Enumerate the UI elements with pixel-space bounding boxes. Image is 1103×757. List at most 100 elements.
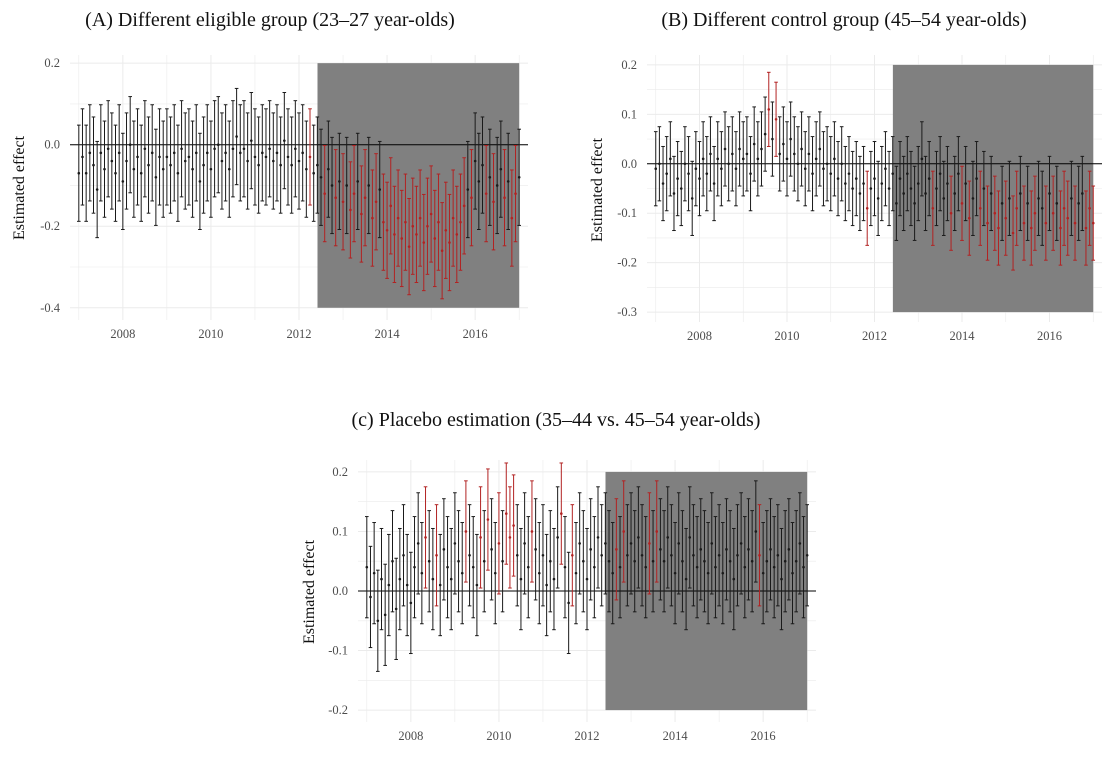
panel-c-point [589, 548, 592, 551]
panel-a-point [264, 155, 268, 159]
panel-a-x-tick-label: 2012 [287, 327, 312, 341]
panel-c-point [688, 536, 692, 539]
panel-a-point [462, 204, 466, 208]
panel-b-point [946, 182, 949, 185]
panel-b-point [1081, 192, 1084, 195]
panel-b-point [785, 157, 789, 161]
panel-a: (A) Different eligible group (23–27 year… [11, 9, 528, 341]
panel-b-point [880, 182, 884, 185]
panel-c-point [549, 559, 552, 563]
panel-a-point [132, 167, 136, 171]
panel-c-point [471, 565, 475, 569]
panel-b-point [1033, 211, 1037, 215]
panel-c-point [640, 553, 644, 557]
panel-b-point [975, 177, 978, 180]
panel-c-point [585, 577, 589, 581]
panel-b-point [931, 206, 935, 210]
panel-b-point [771, 137, 774, 141]
panel-b-point [694, 167, 698, 171]
panel-b-point [913, 202, 916, 205]
panel-b-x-tick-label: 2008 [687, 329, 712, 343]
panel-b-point [731, 152, 734, 156]
panel-b-point [858, 192, 862, 195]
panel-a-point [495, 184, 499, 187]
panel-b-points [654, 108, 1095, 235]
panel-c-point [728, 559, 732, 563]
panel-c-point [633, 559, 637, 563]
panel-b-point [1048, 192, 1051, 195]
panel-c-point [560, 512, 563, 515]
panel-c-y-ticks: -0.2 -0.1 0.0 0.1 0.2 [328, 465, 348, 717]
panel-a-y-tick-label: -0.2 [40, 219, 60, 233]
panel-a-point [385, 229, 389, 232]
panel-a-point [114, 171, 117, 175]
panel-b-point [971, 197, 975, 200]
panel-c-point [622, 530, 625, 533]
panel-b-point [833, 157, 836, 161]
panel-c-point [772, 565, 776, 569]
panel-c-point [497, 542, 501, 545]
panel-c-point [717, 553, 721, 557]
panel-b-point [884, 167, 887, 171]
panel-c-x-tick-label: 2016 [751, 729, 776, 743]
panel-b-point [851, 187, 854, 190]
panel-a-point [330, 184, 334, 187]
panel-c-title: (c) Placebo estimation (35–44 vs. 45–54 … [352, 409, 761, 431]
panel-a-point [426, 224, 429, 228]
panel-c-point [805, 553, 809, 557]
panel-b-point [669, 157, 672, 161]
panel-c-point [706, 571, 710, 575]
panel-b-point [873, 177, 876, 180]
panel-b-point [1026, 202, 1029, 205]
panel-b-x-ticks: 2008 2010 2012 2014 2016 [687, 329, 1062, 343]
panel-b-y-tick-label: 0.0 [621, 157, 637, 171]
panel-b-point [767, 108, 771, 111]
panel-c-point [677, 542, 681, 545]
panel-a-y-tick-label: -0.4 [40, 301, 61, 315]
panel-a-point [360, 212, 363, 216]
panel-a-point [139, 171, 143, 175]
panel-a-point [341, 200, 345, 204]
panel-c-point [402, 553, 405, 557]
panel-b-x-tick-label: 2016 [1037, 329, 1062, 343]
panel-b-point [909, 187, 913, 190]
panel-a-y-tick-label: 0.2 [44, 56, 60, 70]
panel-a-y-tick-label: 0.0 [44, 138, 60, 152]
panel-c-point [376, 619, 380, 623]
panel-c-point [515, 553, 519, 557]
panel-c-point [457, 559, 460, 563]
panel-c-point [369, 595, 372, 599]
panel-b-point [752, 142, 756, 146]
panel-b-point [927, 177, 931, 180]
panel-b-point [1073, 221, 1077, 225]
panel-b-point [1019, 192, 1022, 195]
panel-a-point [334, 196, 337, 199]
panel-b-y-tick-label: -0.3 [617, 305, 637, 319]
panel-a-point [147, 163, 150, 167]
panel-c-y-tick-label: -0.1 [328, 644, 348, 658]
panel-a-point [176, 171, 180, 175]
panel-c-point [714, 565, 717, 569]
panel-a-point [455, 233, 459, 236]
panel-c-point [504, 512, 508, 515]
panel-b-point [778, 152, 782, 156]
panel-b-point [1077, 202, 1080, 205]
panel-b-point [993, 211, 997, 215]
panel-b-point [796, 162, 800, 166]
panel-c-point [765, 559, 769, 563]
panel-a-point [106, 147, 110, 151]
panel-c-point [769, 548, 772, 551]
panel-b-point [763, 132, 767, 136]
panel-c-point [648, 542, 651, 545]
panel-b-point [997, 226, 1000, 230]
panel-c-point [710, 542, 714, 545]
panel-c-point [725, 548, 728, 551]
panel-a-point [312, 171, 315, 175]
panel-c-point [493, 571, 497, 575]
panel-c-point [420, 571, 424, 575]
panel-a-point [400, 237, 404, 240]
panel-a-point [231, 147, 235, 151]
panel-a-point [77, 171, 81, 175]
panel-b-point [723, 147, 727, 151]
panel-b-point [661, 182, 665, 185]
